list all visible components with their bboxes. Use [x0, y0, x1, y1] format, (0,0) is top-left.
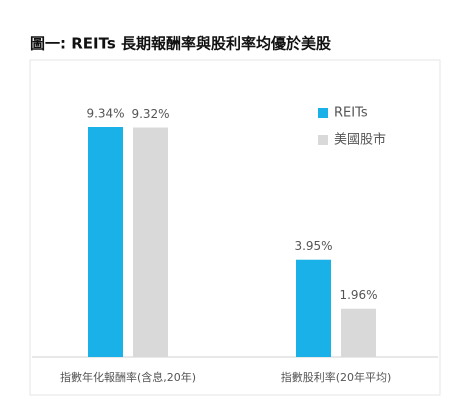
chart-title: 圖一: REITs 長期報酬率與股利率均優於美股 [30, 35, 332, 53]
legend-swatch [318, 108, 328, 118]
x-tick-label: 指數年化報酬率(含息,20年) [60, 370, 196, 384]
bar [296, 259, 331, 357]
value-label: 1.96% [339, 288, 377, 302]
chart-frame [29, 59, 441, 396]
value-label: 9.32% [131, 107, 169, 121]
legend-label: REITs [334, 106, 368, 121]
bar [88, 127, 123, 357]
value-label: 9.34% [86, 107, 124, 121]
bar [133, 127, 168, 357]
value-label: 3.95% [294, 239, 332, 253]
legend-swatch [318, 135, 328, 145]
legend-label: 美國股市 [334, 132, 386, 148]
bar [341, 308, 376, 357]
x-tick-label: 指數股利率(20年平均) [281, 370, 392, 384]
